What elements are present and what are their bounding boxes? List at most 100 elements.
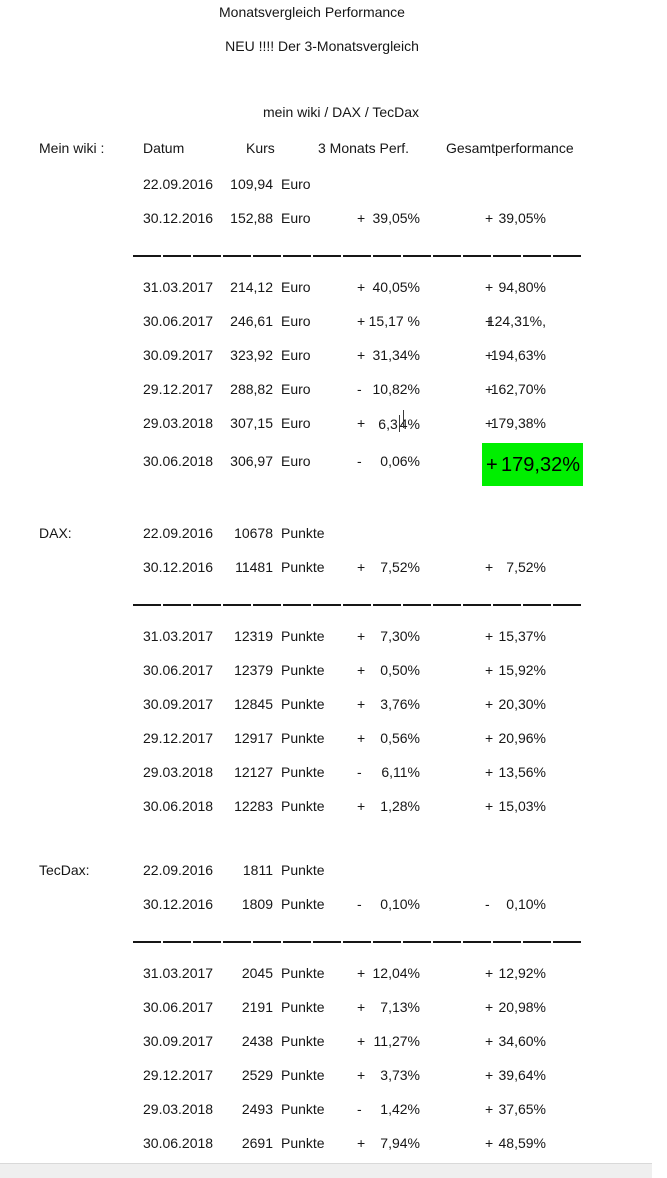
total-sign: + [485,764,494,780]
perf-sign: + [357,662,366,678]
total-sign: + [485,415,494,431]
total-sign: + [485,347,494,363]
total-value: 0,10% [506,896,546,912]
kurs-value: 152,88 [230,210,273,226]
kurs-value: 323,92 [230,347,273,363]
index-line: mein wiki / DAX / TecDax [262,104,420,120]
total-value: 15,92% [498,662,546,678]
perf-value: 15,17 % [368,313,420,329]
kurs-value: 2493 [241,1101,273,1117]
kurs-value: 2691 [241,1135,273,1151]
kurs-value: 214,12 [230,279,273,295]
total-sign: + [485,210,494,226]
total-value: 20,98% [498,999,546,1015]
kurs-unit: Punkte [281,862,325,878]
total-value: 94,80% [498,279,546,295]
total-sign: + [485,696,494,712]
perf-sign: + [357,347,366,363]
kurs-unit: Punkte [281,628,325,644]
total-sign: + [485,1067,494,1083]
date-cell: 29.03.2018 [143,415,214,431]
perf-sign: - [357,896,362,912]
perf-value: 1,42% [380,1101,420,1117]
perf-value: 12,04% [372,965,420,981]
total-sign: + [485,628,494,644]
date-cell: 30.09.2017 [143,1033,214,1049]
kurs-value: 12319 [234,628,273,644]
total-value: 12,92% [498,965,546,981]
perf-value: 40,05% [372,279,420,295]
kurs-unit: Euro [281,313,311,329]
kurs-value: 10678 [234,525,273,541]
kurs-value: 2045 [241,965,273,981]
perf-sign: - [357,764,362,780]
kurs-unit: Punkte [281,662,325,678]
kurs-unit: Punkte [281,730,325,746]
total-sign: + [485,279,494,295]
kurs-unit: Euro [281,415,311,431]
perf-value: 0,06% [380,453,420,469]
total-value: 39,64% [498,1067,546,1083]
kurs-value: 2438 [241,1033,273,1049]
date-cell: 29.12.2017 [143,730,214,746]
perf-value: 1,28% [380,798,420,814]
kurs-unit: Euro [281,381,311,397]
date-cell: 31.03.2017 [143,628,214,644]
perf-value: 7,30% [380,628,420,644]
total-value: 194,63% [490,347,546,363]
date-cell: 29.03.2018 [143,764,214,780]
total-value: 39,05% [498,210,546,226]
perf-value: 31,34% [372,347,420,363]
kurs-value: 306,97 [230,453,273,469]
kurs-value: 2191 [241,999,273,1015]
kurs-value: 12917 [234,730,273,746]
kurs-unit: Euro [281,453,311,469]
total-sign: + [485,313,494,329]
perf-sign: + [357,559,366,575]
perf-sign: + [357,999,366,1015]
date-cell: 29.03.2018 [143,1101,214,1117]
text-cursor-inline [398,415,400,432]
perf-sign: - [357,453,362,469]
header-3-monats-perf: 3 Monats Perf. [318,140,410,156]
kurs-unit: Punkte [281,798,325,814]
kurs-unit: Punkte [281,764,325,780]
section-divider-line [133,941,583,943]
total-sign: + [485,381,494,397]
kurs-unit: Punkte [281,1033,325,1049]
total-value: 15,03% [498,798,546,814]
perf-value: 3,73% [380,1067,420,1083]
kurs-value: 1809 [241,896,273,912]
perf-sign: + [357,696,366,712]
section-label: DAX: [39,525,72,541]
total-value: 20,96% [498,730,546,746]
date-cell: 30.06.2018 [143,798,214,814]
perf-value: 7,94% [380,1135,420,1151]
perf-value: 11,27% [373,1033,420,1049]
kurs-unit: Punkte [281,1101,325,1117]
kurs-value: 12845 [234,696,273,712]
date-cell: 30.12.2016 [143,210,214,226]
total-value: 162,70% [490,381,546,397]
kurs-unit: Punkte [281,896,325,912]
total-value: 179,32% [501,453,580,476]
perf-sign: - [357,1101,362,1117]
total-value: 7,52% [506,559,546,575]
page-subtitle: NEU !!!! Der 3-Monatsvergleich [225,38,419,54]
text-cursor [403,410,404,428]
perf-value: 39,05% [372,210,420,226]
perf-sign: + [357,628,366,644]
horizontal-scrollbar[interactable] [0,1163,652,1178]
perf-value: 0,56% [380,730,420,746]
date-cell: 22.09.2016 [143,862,214,878]
perf-sign: + [357,730,366,746]
date-cell: 30.12.2016 [143,559,214,575]
total-sign: - [485,896,490,912]
kurs-value: 12283 [234,798,273,814]
kurs-value: 1811 [242,862,273,878]
perf-value: 6,11% [381,764,420,780]
date-cell: 31.03.2017 [143,965,214,981]
perf-value: 0,10% [380,896,420,912]
perf-sign: + [357,798,366,814]
